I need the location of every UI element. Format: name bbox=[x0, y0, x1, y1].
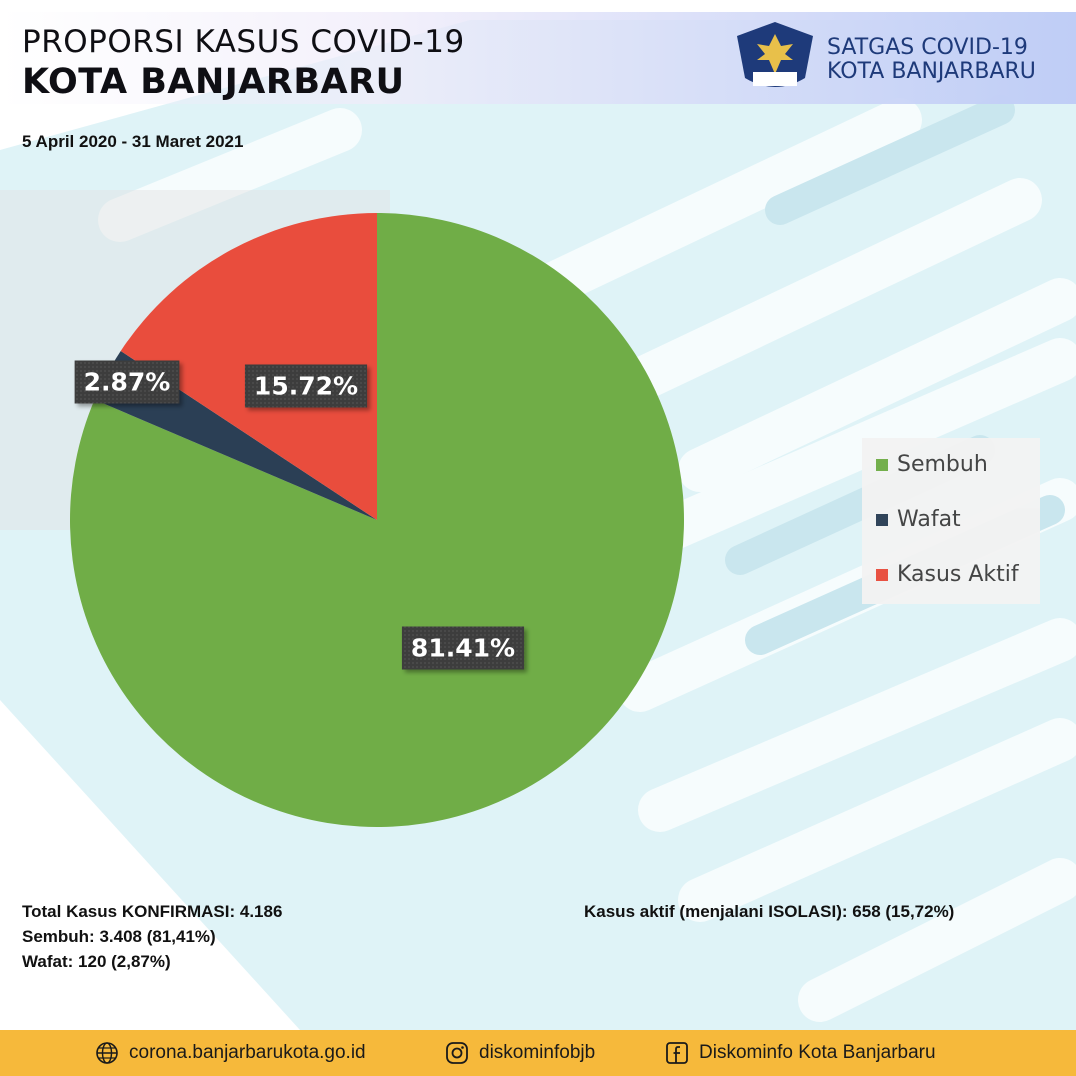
footer-instagram[interactable]: diskominfobjb bbox=[445, 1041, 595, 1065]
pie-slice-sembuh bbox=[69, 213, 684, 827]
pie-chart: 81.41% 2.87% 15.72% bbox=[69, 212, 684, 827]
active-cases-summary: Kasus aktif (menjalani ISOLASI): 658 (15… bbox=[584, 902, 955, 921]
legend-item-wafat: Wafat bbox=[876, 507, 961, 532]
deaths-count: Wafat: 120 (2,87%) bbox=[22, 952, 171, 971]
data-label-wafat: 2.87% bbox=[74, 360, 180, 404]
footer-instagram-text: diskominfobjb bbox=[479, 1042, 596, 1063]
brand-line1: SATGAS COVID-19 bbox=[827, 35, 1028, 60]
date-range: 5 April 2020 - 31 Maret 2021 bbox=[22, 132, 244, 151]
footer-bar: corona.banjarbarukota.go.id diskominfobj… bbox=[0, 1030, 1076, 1076]
legend-label-kasus-aktif: Kasus Aktif bbox=[897, 562, 1019, 587]
facebook-icon bbox=[666, 1042, 688, 1064]
brand-name: SATGAS COVID-19 KOTA BANJARBARU bbox=[827, 36, 1036, 84]
instagram-icon bbox=[446, 1042, 468, 1064]
garuda-logo-icon bbox=[737, 22, 813, 87]
recovered-count: Sembuh: 3.408 (81,41%) bbox=[22, 927, 216, 946]
summary-totals: Total Kasus KONFIRMASI: 4.186 Sembuh: 3.… bbox=[22, 899, 282, 974]
data-label-box-wafat bbox=[74, 360, 180, 404]
legend-label-sembuh: Sembuh bbox=[897, 452, 988, 477]
legend-item-kasus-aktif: Kasus Aktif bbox=[876, 562, 1019, 587]
legend-label-wafat: Wafat bbox=[897, 507, 961, 532]
footer-facebook[interactable]: Diskominfo Kota Banjarbaru bbox=[665, 1041, 936, 1065]
brand-line2: KOTA BANJARBARU bbox=[827, 59, 1036, 84]
footer-facebook-text: Diskominfo Kota Banjarbaru bbox=[699, 1042, 936, 1063]
data-label-text-sembuh: 81.41% bbox=[411, 634, 515, 663]
chart-legend: Sembuh Wafat Kasus Aktif bbox=[862, 438, 1040, 604]
title-band bbox=[0, 12, 1076, 104]
data-label-text-wafat: 2.87% bbox=[84, 368, 171, 397]
data-label-text-kasus-aktif: 15.72% bbox=[254, 372, 358, 401]
legend-swatch-wafat bbox=[876, 513, 888, 526]
data-label-box-kasus-aktif bbox=[244, 364, 368, 408]
footer-website[interactable]: corona.banjarbarukota.go.id bbox=[95, 1041, 366, 1065]
footer-website-text: corona.banjarbarukota.go.id bbox=[129, 1042, 366, 1063]
total-confirmed: Total Kasus KONFIRMASI: 4.186 bbox=[22, 902, 283, 921]
globe-icon bbox=[96, 1042, 118, 1064]
legend-item-sembuh: Sembuh bbox=[876, 452, 988, 477]
legend-swatch-kasus-aktif bbox=[876, 568, 888, 581]
page-title: PROPORSI KASUS COVID-19 bbox=[22, 24, 465, 60]
brand-block: SATGAS COVID-19 KOTA BANJARBARU bbox=[735, 20, 1065, 96]
legend-swatch-sembuh bbox=[876, 458, 888, 471]
data-label-box-sembuh bbox=[401, 626, 525, 670]
data-label-sembuh: 81.41% bbox=[401, 626, 525, 670]
data-label-kasus-aktif: 15.72% bbox=[244, 364, 368, 408]
page-subtitle: KOTA BANJARBARU bbox=[22, 62, 405, 102]
